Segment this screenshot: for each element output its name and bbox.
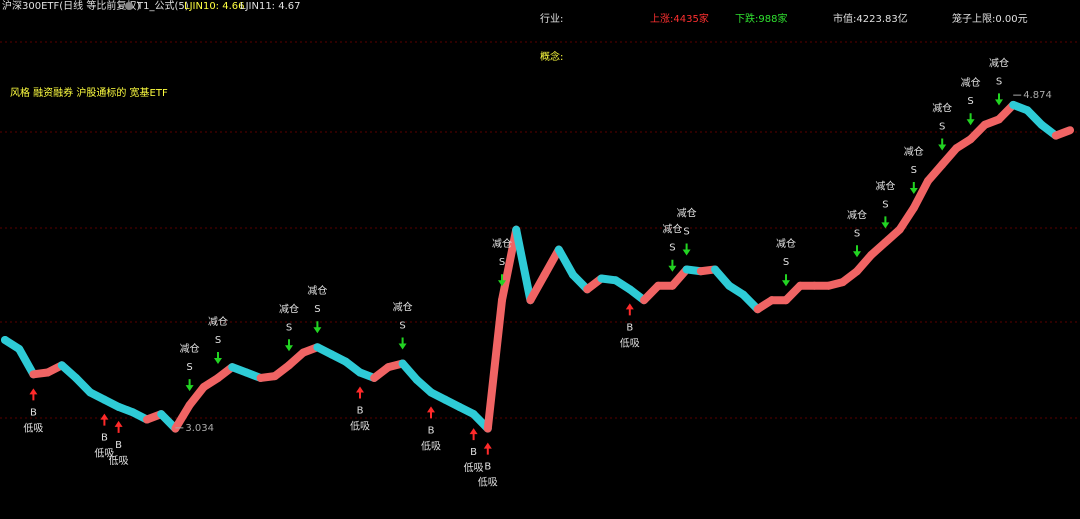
buy-letter: B (357, 406, 364, 417)
sell-arrow (398, 337, 407, 350)
buy-arrow (29, 388, 38, 401)
buy-label: 低吸 (350, 420, 370, 433)
sell-letter: S (911, 165, 917, 176)
price-segment (1051, 126, 1074, 140)
sell-arrow (995, 93, 1003, 106)
price-segment (895, 203, 918, 234)
formula: T1_公式(5) (136, 0, 189, 12)
buy-arrow (469, 428, 478, 441)
sell-arrow (313, 321, 322, 334)
sell-arrow (185, 379, 194, 392)
sell-label: 减仓 (208, 315, 228, 328)
up-count: 上涨:4435家 (650, 12, 709, 25)
buy-arrow (427, 406, 435, 419)
buy-letter: B (101, 433, 108, 444)
sell-letter: S (967, 96, 973, 107)
sell-arrow (782, 274, 790, 287)
buy-label: 低吸 (23, 421, 43, 434)
sell-label: 减仓 (847, 208, 867, 221)
sell-letter: S (215, 335, 221, 346)
cage-limit: 笼子上限:0.00元 (952, 12, 1028, 25)
ljin10: LJIN10: 4.66 (184, 1, 245, 12)
sell-letter: S (882, 199, 888, 210)
price-segment (171, 401, 194, 433)
buy-arrow (114, 420, 123, 433)
sell-letter: S (683, 226, 689, 237)
buy-label: 低吸 (109, 454, 129, 467)
price-segment (512, 225, 535, 305)
buy-letter: B (484, 462, 491, 473)
high-label: 4.874 (1023, 90, 1052, 101)
sell-arrow (285, 339, 293, 352)
price-segment (15, 345, 38, 379)
sell-letter: S (314, 304, 320, 315)
sell-arrow (498, 274, 506, 287)
concept: 概念: (540, 50, 563, 63)
sell-label: 减仓 (776, 237, 796, 250)
price-segment (498, 225, 521, 305)
sell-label: 减仓 (904, 145, 924, 158)
sell-arrow (881, 216, 890, 229)
sell-label: 减仓 (662, 223, 682, 236)
ljin11: LJIN11: 4.67 (240, 1, 301, 12)
title: 沪深300ETF(日线 等比前复权) (2, 0, 140, 12)
buy-letter: B (470, 447, 477, 458)
market-cap: 市值:4223.83亿 (833, 12, 908, 25)
price-segment (909, 176, 932, 212)
sell-arrow (966, 113, 975, 126)
sell-letter: S (399, 320, 405, 331)
buy-letter: B (30, 407, 37, 418)
price-segment (483, 296, 506, 433)
sell-arrow (668, 259, 677, 272)
sell-letter: S (286, 322, 292, 333)
sell-label: 减仓 (932, 102, 952, 115)
buy-label: 低吸 (421, 439, 441, 452)
sell-label: 减仓 (393, 300, 413, 313)
sell-label: 减仓 (961, 76, 981, 89)
sell-letter: S (854, 228, 860, 239)
buy-arrow (625, 303, 634, 316)
buy-letter: B (428, 425, 435, 436)
down-count: 下跌:988家 (735, 12, 787, 25)
sell-arrow (682, 243, 691, 256)
sell-letter: S (996, 76, 1002, 87)
buy-letter: B (115, 440, 122, 451)
sell-label: 减仓 (492, 237, 512, 250)
buy-label: 低吸 (94, 447, 114, 460)
buy-label: 低吸 (478, 476, 498, 489)
buy-arrow (356, 386, 364, 399)
buy-label: 低吸 (620, 336, 640, 349)
sell-arrow (909, 181, 918, 194)
style-tags: 风格 融资融券 沪股通标的 宽基ETF (10, 86, 168, 99)
buy-letter: B (626, 322, 633, 333)
sell-letter: S (186, 362, 192, 373)
low-label: 3.034 (185, 423, 214, 434)
sell-letter: S (939, 122, 945, 133)
price-segment (526, 270, 549, 305)
sell-arrow (938, 138, 947, 151)
price-segment (554, 245, 577, 279)
sell-label: 减仓 (279, 302, 299, 315)
sell-label: 减仓 (875, 179, 895, 192)
sell-arrow (214, 351, 222, 364)
buy-arrow (100, 413, 109, 426)
buy-label: 低吸 (464, 461, 484, 474)
sell-label: 减仓 (307, 284, 327, 297)
sell-letter: S (783, 257, 789, 268)
sell-label: 减仓 (180, 342, 200, 355)
price-segment (540, 245, 563, 279)
sell-arrow (853, 245, 861, 258)
sell-letter: S (669, 243, 675, 254)
sell-label: 减仓 (989, 56, 1009, 69)
formula-icon (125, 2, 133, 10)
buy-arrow (483, 442, 492, 455)
sell-label: 减仓 (677, 206, 697, 219)
sell-letter: S (499, 257, 505, 268)
industry: 行业: (540, 12, 563, 25)
